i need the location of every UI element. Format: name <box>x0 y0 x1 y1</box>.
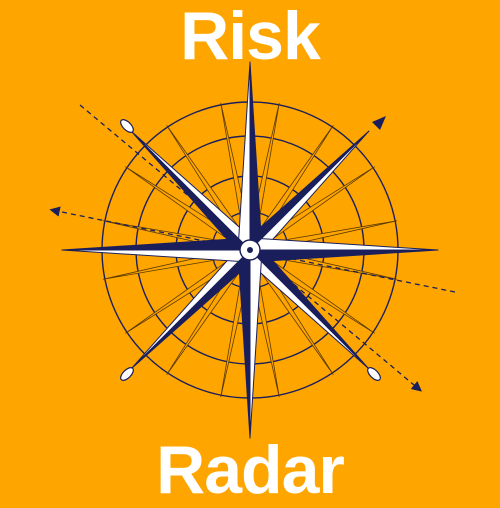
dashed-trajectories <box>49 104 456 392</box>
leaf-nw <box>120 119 134 133</box>
cardinal-point-light <box>249 238 439 251</box>
leaf-sw <box>120 367 134 381</box>
cardinal-point-dark <box>238 249 251 439</box>
cardinal-point-light <box>249 249 262 439</box>
title-risk: Risk <box>180 0 321 74</box>
cardinal-point-light <box>61 249 251 262</box>
leaf-se <box>367 367 381 381</box>
diagonal-points <box>130 130 370 370</box>
cardinal-point-dark <box>249 249 439 262</box>
trajectory-e-w <box>49 206 456 293</box>
trajectory-nw-se <box>79 104 422 392</box>
title-radar: Radar <box>156 432 345 508</box>
cardinal-point-dark <box>249 61 262 251</box>
cardinal-point-light <box>238 61 251 251</box>
arrow-tip-ne <box>372 116 386 130</box>
cardinal-points <box>61 61 439 439</box>
compass-pivot <box>247 247 253 253</box>
cardinal-point-dark <box>61 238 251 251</box>
